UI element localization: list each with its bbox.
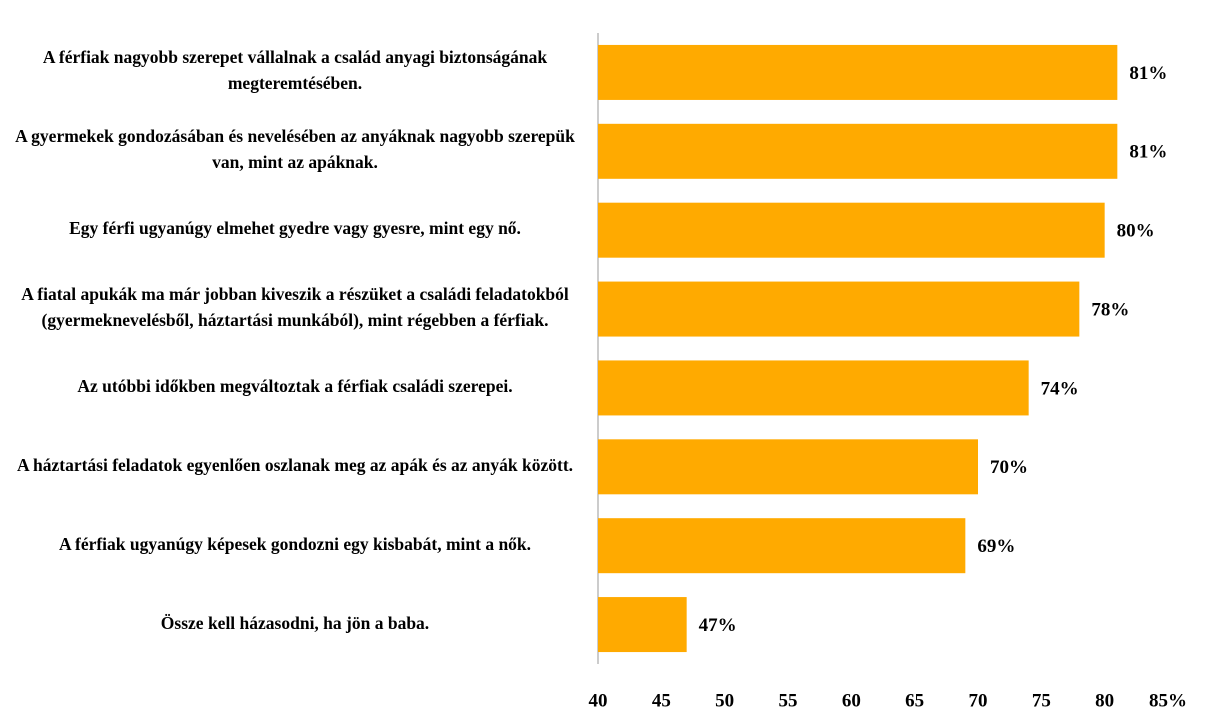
x-tick-label: 85% bbox=[1149, 690, 1187, 711]
data-label: 74% bbox=[1041, 378, 1079, 399]
bar bbox=[598, 360, 1029, 416]
category-label: Össze kell házasodni, ha jön a baba. bbox=[160, 612, 430, 633]
data-label: 80% bbox=[1117, 221, 1155, 242]
data-label: 47% bbox=[699, 615, 737, 636]
category-label: Egy férfi ugyanúgy elmehet gyedre vagy g… bbox=[69, 218, 521, 239]
x-tick-label: 60 bbox=[842, 690, 861, 711]
bar bbox=[598, 439, 978, 495]
bar bbox=[598, 202, 1105, 258]
bar bbox=[598, 123, 1118, 179]
category-label: A fiatal apukák ma már jobban kiveszik a… bbox=[21, 284, 569, 331]
x-tick-label: 75 bbox=[1032, 690, 1051, 711]
x-tick-label: 70 bbox=[969, 690, 988, 711]
x-tick-label: 50 bbox=[715, 690, 734, 711]
data-label: 81% bbox=[1129, 142, 1167, 163]
category-label: A férfiak nagyobb szerepet vállalnak a c… bbox=[42, 47, 548, 94]
bar bbox=[598, 281, 1080, 337]
category-label: A háztartási feladatok egyenlően oszlana… bbox=[16, 454, 574, 475]
bar bbox=[598, 44, 1118, 100]
bar bbox=[598, 597, 687, 653]
data-label: 69% bbox=[977, 536, 1015, 557]
x-tick-label: 55 bbox=[779, 690, 798, 711]
data-label: 81% bbox=[1129, 63, 1167, 84]
x-tick-label: 65 bbox=[905, 690, 924, 711]
x-tick-label: 45 bbox=[652, 690, 671, 711]
x-tick-label: 40 bbox=[589, 690, 608, 711]
category-label: A gyermekek gondozásában és nevelésében … bbox=[15, 126, 575, 173]
x-tick-label: 80 bbox=[1095, 690, 1114, 711]
category-label: Az utóbbi időkben megváltoztak a férfiak… bbox=[77, 375, 513, 396]
category-label: A férfiak ugyanúgy képesek gondozni egy … bbox=[58, 533, 532, 554]
bar bbox=[598, 518, 966, 574]
data-label: 78% bbox=[1091, 299, 1129, 320]
data-label: 70% bbox=[990, 457, 1028, 478]
